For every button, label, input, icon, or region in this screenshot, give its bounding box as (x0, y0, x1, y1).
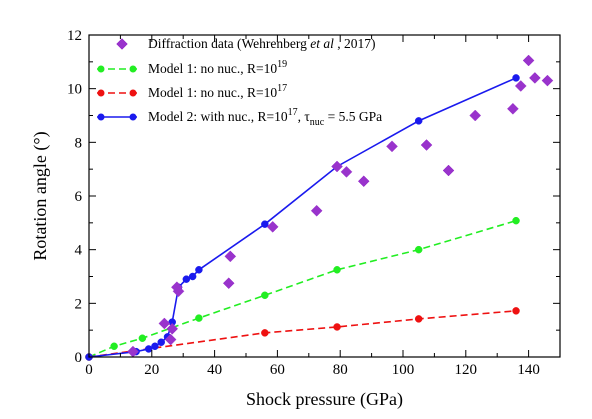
series-0-point (310, 204, 323, 217)
series-3-point (188, 272, 197, 281)
plot-area (89, 35, 560, 357)
legend-entry-1-label: Model 1: no nuc., R=1019 (148, 59, 287, 76)
series-1-point (138, 334, 147, 342)
series-3-point (414, 117, 423, 125)
series-0-point (166, 322, 179, 335)
legend-entry-1-marker (97, 65, 105, 73)
series-0-point (541, 74, 554, 87)
series-3-point (195, 266, 203, 274)
legend-entry-0-swatch (116, 38, 128, 50)
y-tick-label: 12 (67, 28, 82, 44)
series-0-point (522, 54, 535, 67)
series-0-point (224, 250, 237, 263)
legend-entry-0-label: Diffraction data (Wehrenberg et al , 201… (148, 36, 375, 51)
legend-text-part: et al (310, 36, 334, 51)
series-0-point (386, 140, 398, 153)
legend-entry-2: Model 1: no nuc., R=1017 (97, 83, 287, 100)
legend-entry-3-marker (97, 113, 105, 121)
legend-entry-3: Model 2: with nuc., R=1017, τnuc = 5.5 G… (97, 107, 382, 128)
series-1-point (110, 342, 118, 351)
series-1-point (195, 314, 203, 322)
x-tick-label: 140 (517, 362, 540, 378)
legend-text-superscript: 17 (288, 107, 298, 118)
x-tick-label: 120 (455, 362, 478, 378)
y-axis-title: Rotation angle (°) (30, 131, 51, 260)
legend-entry-0: Diffraction data (Wehrenberg et al , 201… (116, 36, 375, 51)
series-0-point (469, 109, 482, 122)
series-1-point (333, 266, 341, 274)
legend-text-part: Model 1: no nuc., R=10 (148, 85, 277, 100)
legend-entry-2-label: Model 1: no nuc., R=1017 (148, 83, 287, 100)
legend-entry-3-label: Model 2: with nuc., R=1017, τnuc = 5.5 G… (148, 107, 382, 128)
series-2-point (333, 323, 341, 331)
series-0 (127, 54, 554, 358)
legend-entry-2-marker (129, 89, 137, 97)
series-3-point (144, 345, 153, 353)
x-tick-label: 40 (207, 362, 222, 378)
legend: Diffraction data (Wehrenberg et al , 201… (97, 36, 382, 128)
y-tick-label: 0 (75, 350, 83, 366)
series-layer (85, 54, 554, 361)
series-0-point (529, 72, 541, 84)
series-0-point (340, 165, 353, 178)
legend-entry-3-marker (129, 113, 137, 121)
legend-text-part: Model 1: no nuc., R=10 (148, 61, 277, 76)
x-tick-label: 60 (270, 362, 285, 378)
axes-layer: 0 20 40 60 80 100 120 140 0 2 4 6 8 10 12 (67, 28, 561, 378)
series-2-point (261, 329, 269, 337)
series-0-point (164, 333, 177, 346)
legend-text-superscript: 19 (277, 59, 287, 70)
plot-background (89, 35, 560, 357)
legend-text-superscript: 17 (277, 83, 287, 94)
legend-text-part: = 5.5 GPa (324, 109, 382, 124)
legend-entry-2-marker (97, 89, 105, 97)
series-3-point (151, 342, 159, 351)
y-tick-label: 4 (75, 243, 83, 259)
y-tick-label: 10 (67, 82, 82, 98)
series-0-point (266, 221, 279, 233)
series-0-point (172, 285, 185, 298)
series-3-point (157, 338, 165, 346)
series-0-point (420, 139, 433, 151)
series-3-point (512, 74, 520, 82)
series-1-point (414, 245, 423, 254)
series-2-point (414, 315, 423, 323)
series-0-point (514, 80, 527, 92)
legend-entry-1-marker (129, 65, 137, 73)
plot-frame (88, 34, 561, 358)
series-1-line (88, 219, 517, 358)
x-tick-label: 20 (144, 362, 159, 378)
y-tick-label: 2 (75, 296, 83, 312)
series-0-point (331, 160, 343, 173)
legend-text-part: , τ (298, 109, 311, 124)
legend-text-subscript: nuc (310, 117, 325, 128)
y-tick-label: 8 (75, 135, 83, 151)
series-1 (85, 216, 520, 361)
legend-text-part: Model 2: with nuc., R=10 (148, 109, 288, 124)
series-0-point (357, 175, 370, 188)
legend-text-part: Diffraction data (Wehrenberg (148, 36, 310, 51)
x-axis-title: Shock pressure (GPa) (246, 389, 403, 410)
legend-text-part: , 2017) (334, 36, 376, 51)
series-0-point (442, 164, 455, 177)
x-tick-label: 0 (85, 362, 93, 378)
y-tick-label: 6 (75, 189, 83, 205)
series-3-point (182, 275, 191, 283)
series-1-point (512, 216, 520, 225)
x-tick-label: 80 (333, 362, 348, 378)
series-1-point (261, 291, 269, 300)
legend-entry-1: Model 1: no nuc., R=1019 (97, 59, 287, 76)
series-3-point (261, 220, 269, 228)
series-0-point (158, 317, 171, 330)
series-0-point (222, 277, 235, 290)
x-tick-label: 100 (392, 362, 415, 378)
series-2-line (88, 310, 517, 358)
series-2-point (512, 307, 520, 315)
series-0-point (507, 102, 519, 115)
